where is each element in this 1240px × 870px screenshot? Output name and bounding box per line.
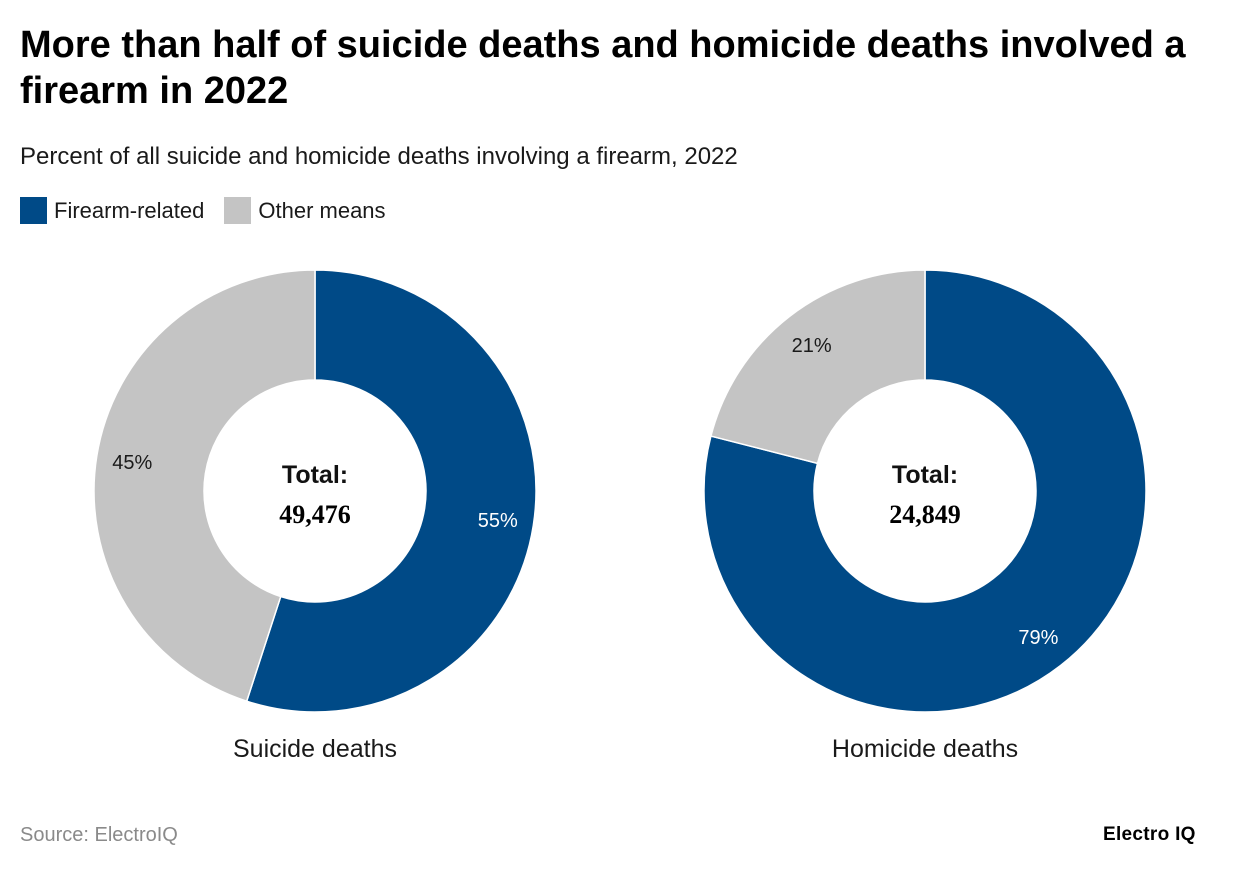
homicide-slice-firearm [703,269,1147,713]
legend-item-firearm: Firearm-related [20,197,204,224]
suicide-center-label: Total: [282,461,348,489]
legend-swatch-firearm [20,197,47,224]
suicide-slice-label-firearm: 55% [478,510,518,532]
chart-subtitle: Percent of all suicide and homicide deat… [20,143,738,170]
suicide-center-total: 49,476 [279,500,351,529]
legend: Firearm-related Other means [20,197,406,224]
homicide-center-total: 24,849 [889,500,961,529]
chart-title: More than half of suicide deaths and hom… [20,24,1186,112]
source-note: Source: ElectroIQ [20,824,178,846]
homicide-slice-label-firearm: 79% [1018,627,1058,649]
suicide-chart-title: Suicide deaths [233,735,397,763]
suicide-slice-label-other: 45% [112,452,152,474]
legend-label-other: Other means [258,197,386,223]
suicide-slice-firearm [245,269,537,713]
homicide-slice-other [710,269,926,465]
homicide-slice-label-other: 21% [792,335,832,357]
suicide-slice-other [93,269,316,703]
homicide-center-label: Total: [892,461,958,489]
homicide-chart-title: Homicide deaths [832,735,1018,763]
legend-swatch-other [224,197,252,224]
legend-item-other: Other means [224,197,386,224]
legend-label-firearm: Firearm-related [54,197,205,223]
brand-logo: Electro IQ [1103,824,1196,845]
